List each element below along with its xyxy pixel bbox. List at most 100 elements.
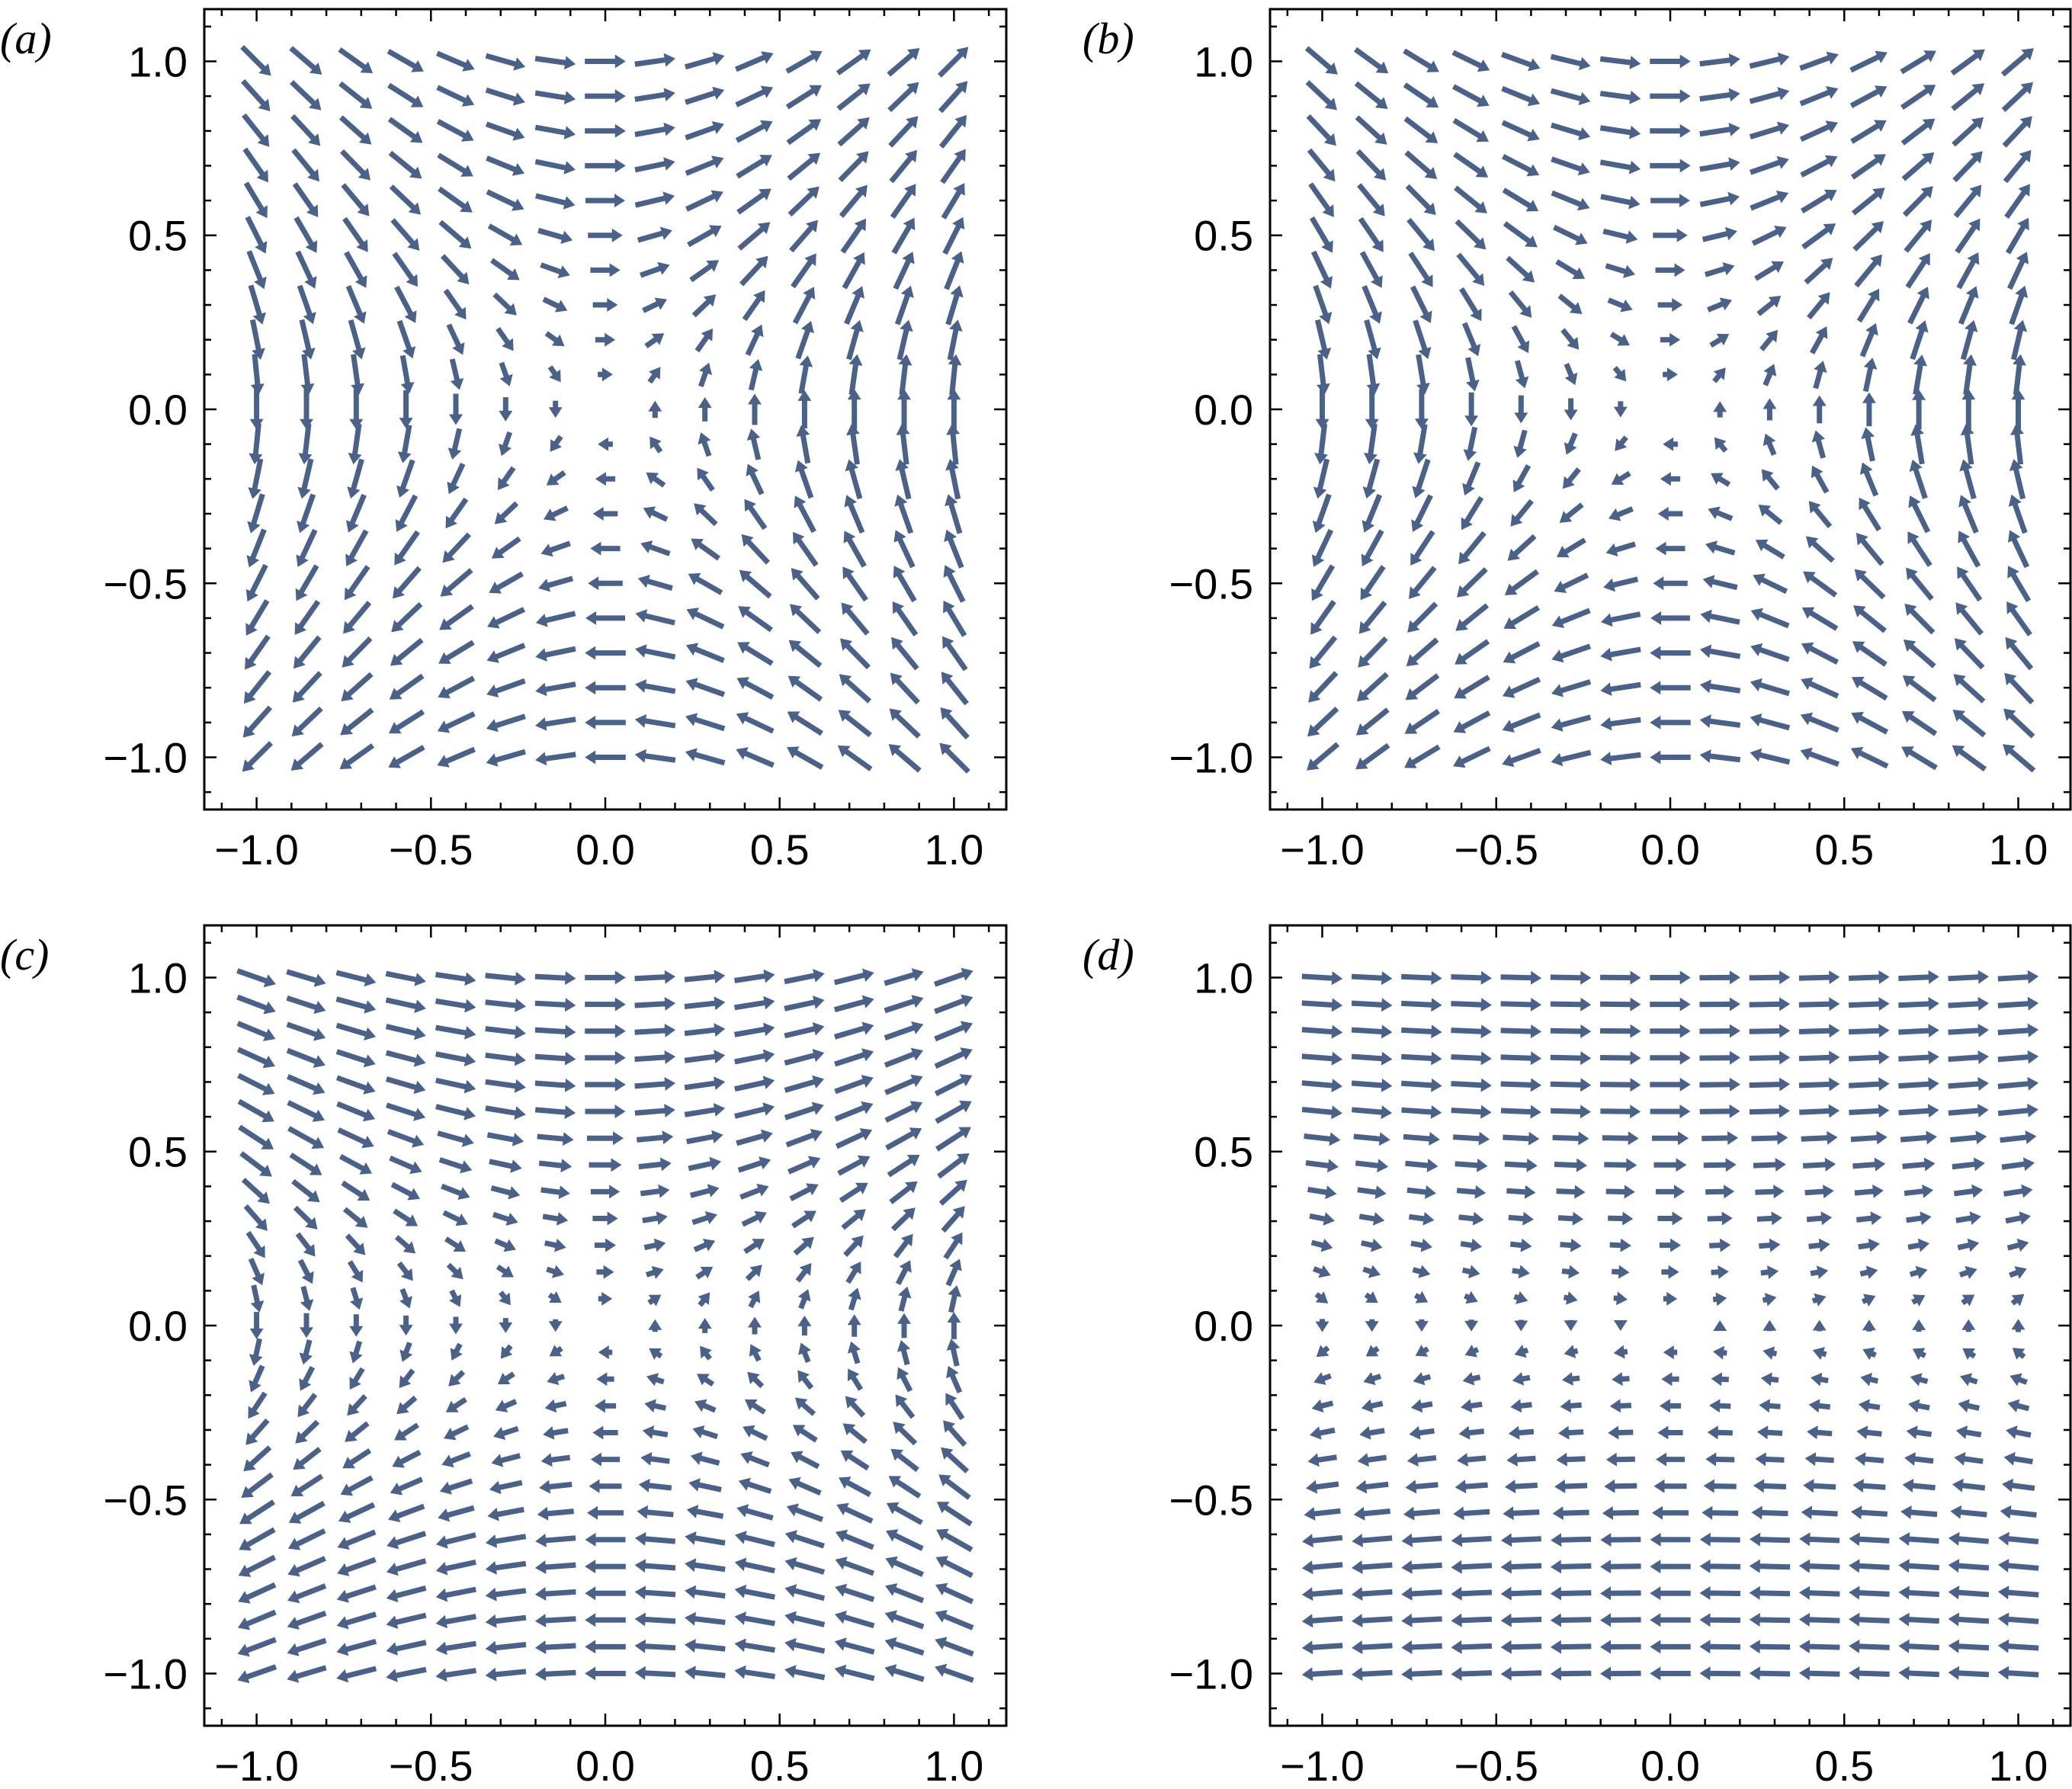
field-arrow — [1702, 575, 1738, 591]
x-tick-label: 0.0 — [1641, 826, 1700, 874]
field-arrow — [1306, 1480, 1339, 1494]
field-arrow — [1558, 1425, 1584, 1440]
field-arrow — [245, 1230, 265, 1258]
field-arrow — [1313, 458, 1329, 499]
field-arrow — [935, 1610, 974, 1630]
field-arrow — [784, 1611, 826, 1627]
field-arrow — [1310, 600, 1336, 635]
field-arrow — [1304, 46, 1338, 75]
field-arrow — [1504, 1158, 1538, 1172]
field-arrow — [938, 114, 967, 149]
field-arrow — [1501, 120, 1540, 142]
field-arrow — [585, 1586, 626, 1601]
field-arrow — [1603, 576, 1639, 592]
field-arrow — [486, 155, 525, 176]
field-arrow — [1406, 1453, 1437, 1467]
field-arrow — [1705, 262, 1735, 277]
field-arrow — [1405, 1480, 1439, 1494]
field-arrow — [296, 528, 318, 567]
field-arrow — [1554, 572, 1589, 593]
field-arrow — [1750, 608, 1790, 629]
field-arrow — [789, 1183, 819, 1201]
field-arrow — [839, 184, 868, 218]
field-arrow — [437, 152, 473, 177]
field-arrow — [1960, 1373, 1978, 1387]
field-arrow — [538, 1159, 573, 1173]
field-arrow — [2005, 217, 2029, 255]
field-arrow — [1709, 333, 1730, 348]
field-arrow — [1464, 1345, 1480, 1358]
field-arrow — [1708, 506, 1734, 521]
field-arrow — [1957, 1238, 1980, 1252]
field-arrow — [449, 1289, 462, 1307]
field-arrow — [1451, 1104, 1492, 1119]
field-arrow — [1351, 1078, 1393, 1092]
field-arrow — [2006, 601, 2032, 636]
field-arrow — [697, 1374, 715, 1387]
field-arrow — [1812, 1319, 1827, 1332]
field-arrow — [1305, 1159, 1339, 1173]
y-tick-label: 0.0 — [1194, 386, 1253, 434]
field-arrow — [1465, 357, 1480, 392]
field-arrow — [598, 437, 613, 451]
field-arrow — [1906, 567, 1934, 601]
field-arrow — [1362, 458, 1381, 499]
field-arrow — [1799, 1532, 1840, 1547]
field-arrow — [548, 1319, 563, 1332]
field-arrow — [349, 1367, 365, 1390]
field-arrow — [237, 1637, 277, 1657]
field-arrow — [300, 354, 315, 395]
field-arrow — [1958, 1399, 1980, 1413]
field-arrow — [250, 1284, 265, 1313]
field-arrow — [1905, 253, 1930, 289]
field-arrow — [1359, 251, 1383, 288]
field-arrow — [1852, 1157, 1886, 1172]
field-arrow — [1453, 1131, 1490, 1146]
field-arrow — [894, 285, 914, 325]
field-arrow — [338, 1154, 372, 1175]
field-arrow — [435, 1532, 476, 1549]
field-arrow — [236, 968, 276, 988]
field-arrow — [1352, 1587, 1393, 1601]
field-arrow — [544, 331, 565, 347]
field-arrow — [2006, 1238, 2029, 1252]
field-arrow — [1808, 1399, 1831, 1413]
field-arrow — [1414, 389, 1429, 430]
field-arrow — [1613, 1345, 1628, 1359]
field-arrow — [743, 1425, 768, 1441]
field-arrow — [1454, 185, 1487, 213]
field-arrow — [1650, 750, 1691, 765]
field-arrow — [1702, 1505, 1739, 1520]
field-arrow — [337, 1529, 377, 1550]
field-arrow — [394, 285, 417, 323]
field-arrow — [246, 528, 267, 568]
field-arrow — [299, 319, 316, 360]
field-arrow — [1455, 603, 1490, 631]
field-arrow — [1799, 86, 1839, 107]
field-arrow — [634, 714, 676, 729]
field-arrow — [1304, 1507, 1341, 1521]
y-tick-label: −0.5 — [103, 1476, 188, 1524]
field-arrow — [389, 673, 425, 700]
field-arrow — [1953, 674, 1986, 704]
field-arrow — [945, 285, 964, 325]
field-arrow — [534, 1614, 576, 1627]
field-arrow — [435, 1077, 476, 1094]
field-arrow — [499, 361, 513, 386]
field-arrow — [835, 1611, 875, 1629]
field-arrow — [637, 226, 672, 243]
field-arrow — [445, 497, 469, 529]
field-arrow — [947, 389, 961, 430]
field-arrow — [736, 188, 771, 215]
field-arrow — [1801, 1130, 1838, 1145]
y-tick-label: −1.0 — [1169, 1650, 1253, 1698]
field-arrow — [1913, 354, 1927, 395]
y-tick-label: −0.5 — [1169, 1476, 1253, 1524]
field-arrow — [494, 1238, 516, 1252]
field-arrow — [1699, 970, 1740, 985]
field-arrow — [739, 255, 768, 287]
field-arrow — [399, 1342, 413, 1362]
field-arrow — [637, 1130, 674, 1145]
field-arrow — [1500, 1051, 1542, 1066]
field-arrow — [797, 390, 812, 429]
